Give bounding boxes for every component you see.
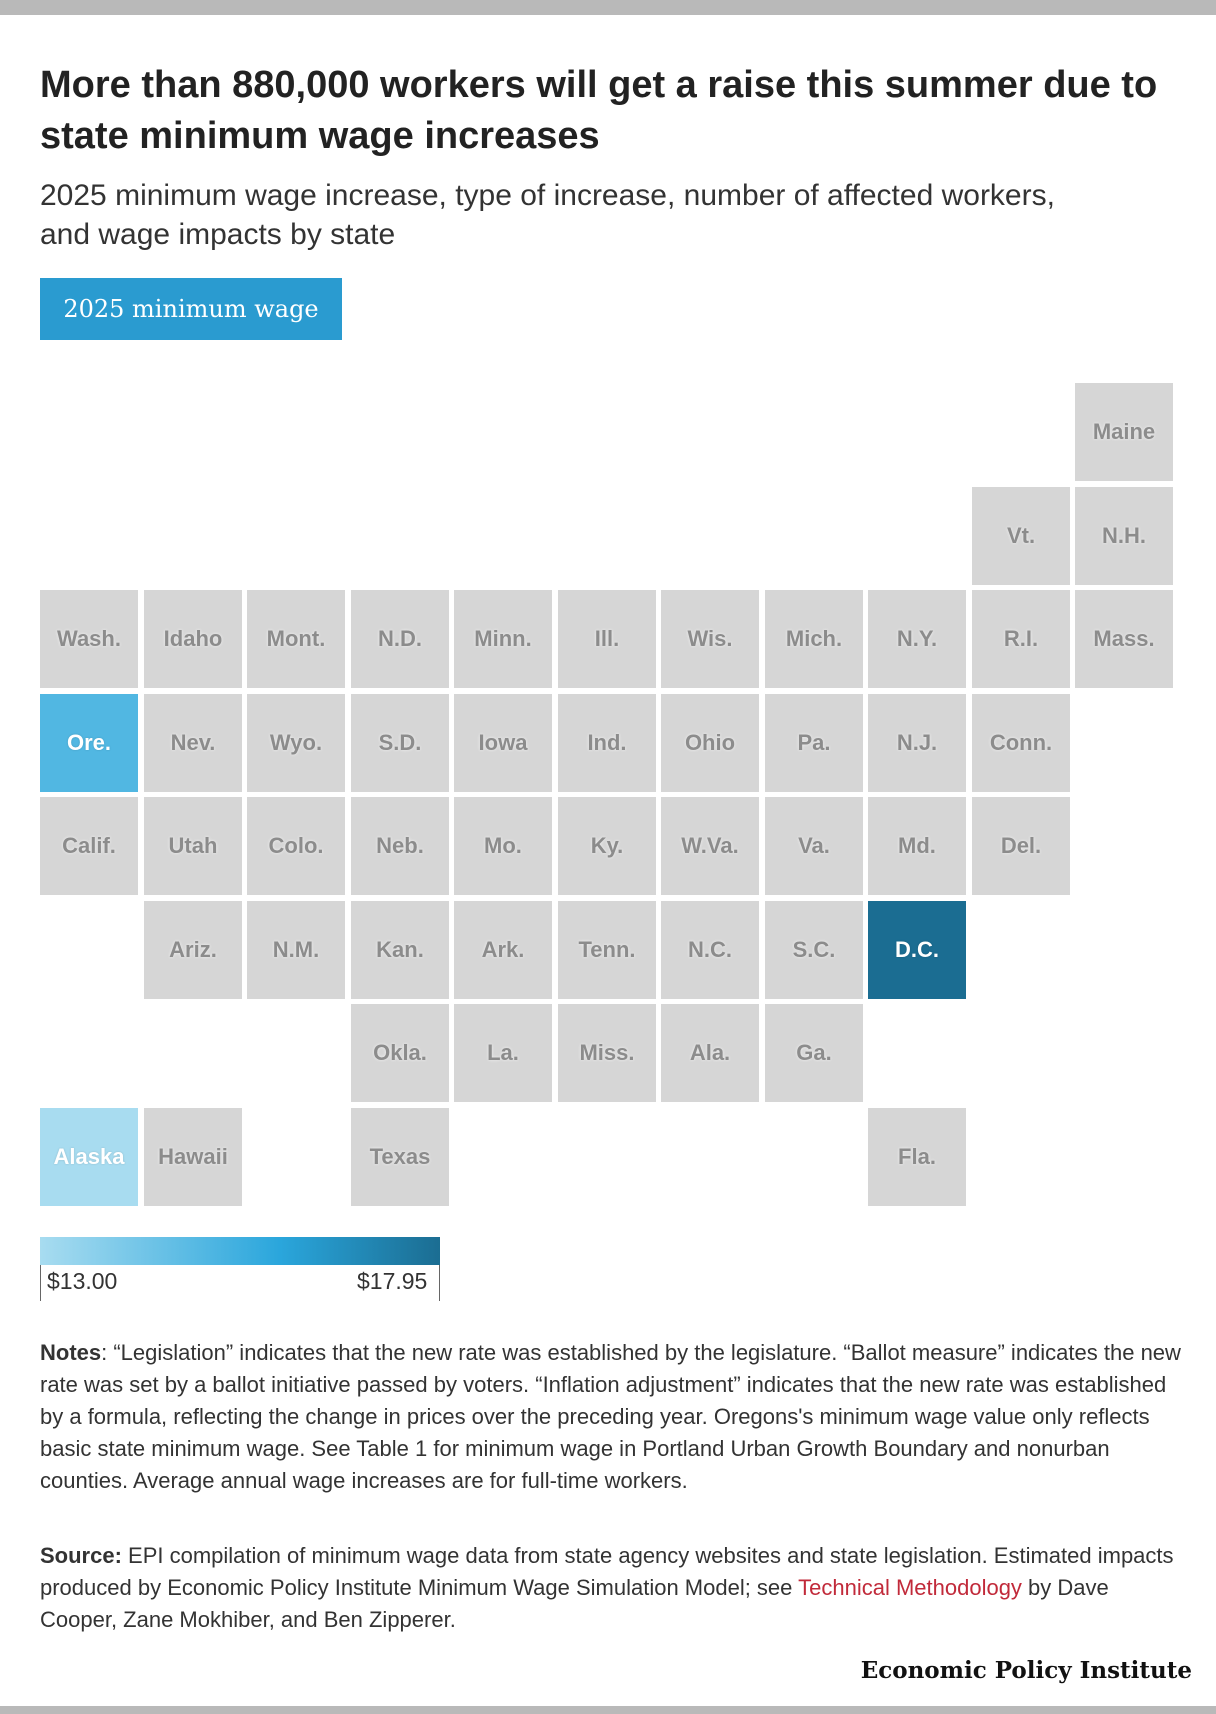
state-tile-kan[interactable]: Kan. (351, 901, 449, 999)
state-tile-ark[interactable]: Ark. (454, 901, 552, 999)
state-tile-hawaii[interactable]: Hawaii (144, 1108, 242, 1206)
source-label: Source: (40, 1543, 122, 1568)
state-tile-sc[interactable]: S.C. (765, 901, 863, 999)
state-tile-md[interactable]: Md. (868, 797, 966, 895)
source: Source: EPI compilation of minimum wage … (40, 1540, 1190, 1636)
state-tile-va[interactable]: Va. (765, 797, 863, 895)
state-tile-del[interactable]: Del. (972, 797, 1070, 895)
state-tile-ill[interactable]: Ill. (558, 590, 656, 688)
state-tile-ala[interactable]: Ala. (661, 1004, 759, 1102)
state-tile-ri[interactable]: R.I. (972, 590, 1070, 688)
epi-logo: Economic Policy Institute (860, 1657, 1192, 1684)
color-scale-legend (40, 1237, 440, 1265)
legend-min-tick (40, 1265, 41, 1301)
state-tile-nm[interactable]: N.M. (247, 901, 345, 999)
state-tile-mass[interactable]: Mass. (1075, 590, 1173, 688)
state-tile-nc[interactable]: N.C. (661, 901, 759, 999)
state-tile-wash[interactable]: Wash. (40, 590, 138, 688)
state-tile-ky[interactable]: Ky. (558, 797, 656, 895)
state-tile-ny[interactable]: N.Y. (868, 590, 966, 688)
legend-max-label: $17.95 (357, 1268, 428, 1294)
state-tile-nev[interactable]: Nev. (144, 694, 242, 792)
state-tile-pa[interactable]: Pa. (765, 694, 863, 792)
state-tile-mich[interactable]: Mich. (765, 590, 863, 688)
state-tile-la[interactable]: La. (454, 1004, 552, 1102)
state-tile-wyo[interactable]: Wyo. (247, 694, 345, 792)
state-tile-texas[interactable]: Texas (351, 1108, 449, 1206)
notes: Notes: “Legislation” indicates that the … (40, 1337, 1190, 1497)
state-tile-calif[interactable]: Calif. (40, 797, 138, 895)
bottom-border (0, 1706, 1216, 1714)
chart-title: More than 880,000 workers will get a rai… (40, 64, 1158, 157)
state-tile-nd[interactable]: N.D. (351, 590, 449, 688)
state-tile-alaska[interactable]: Alaska (40, 1108, 138, 1206)
state-tile-neb[interactable]: Neb. (351, 797, 449, 895)
legend-max-tick (439, 1265, 440, 1301)
state-tile-tenn[interactable]: Tenn. (558, 901, 656, 999)
state-tile-ohio[interactable]: Ohio (661, 694, 759, 792)
technical-methodology-link[interactable]: Technical Methodology (798, 1575, 1022, 1600)
state-tile-iowa[interactable]: Iowa (454, 694, 552, 792)
state-tile-ariz[interactable]: Ariz. (144, 901, 242, 999)
source-tail: by Dave Cooper, Zane Mokhiber, and Ben Z… (40, 1575, 1109, 1632)
state-tile-mont[interactable]: Mont. (247, 590, 345, 688)
chart-subtitle: 2025 minimum wage increase, type of incr… (40, 179, 1055, 251)
state-tile-dc[interactable]: D.C. (868, 901, 966, 999)
state-tile-okla[interactable]: Okla. (351, 1004, 449, 1102)
state-tile-ore[interactable]: Ore. (40, 694, 138, 792)
state-tile-ind[interactable]: Ind. (558, 694, 656, 792)
state-tile-ga[interactable]: Ga. (765, 1004, 863, 1102)
state-tile-vt[interactable]: Vt. (972, 487, 1070, 585)
state-tile-miss[interactable]: Miss. (558, 1004, 656, 1102)
notes-label: Notes (40, 1340, 102, 1365)
legend-min-label: $13.00 (47, 1268, 118, 1294)
state-tile-maine[interactable]: Maine (1075, 383, 1173, 481)
state-tile-wis[interactable]: Wis. (661, 590, 759, 688)
state-tile-nh[interactable]: N.H. (1075, 487, 1173, 585)
state-tile-colo[interactable]: Colo. (247, 797, 345, 895)
state-tile-wva[interactable]: W.Va. (661, 797, 759, 895)
state-tile-conn[interactable]: Conn. (972, 694, 1070, 792)
state-tile-nj[interactable]: N.J. (868, 694, 966, 792)
notes-text: : “Legislation” indicates that the new r… (40, 1340, 1181, 1493)
state-tile-mo[interactable]: Mo. (454, 797, 552, 895)
source-text: EPI compilation of minimum wage data fro… (40, 1543, 1174, 1600)
state-tile-sd[interactable]: S.D. (351, 694, 449, 792)
state-tile-minn[interactable]: Minn. (454, 590, 552, 688)
state-tile-idaho[interactable]: Idaho (144, 590, 242, 688)
tab-2025-minimum-wage[interactable]: 2025 minimum wage (40, 278, 342, 340)
top-border (0, 0, 1216, 15)
state-tile-utah[interactable]: Utah (144, 797, 242, 895)
state-tile-fla[interactable]: Fla. (868, 1108, 966, 1206)
